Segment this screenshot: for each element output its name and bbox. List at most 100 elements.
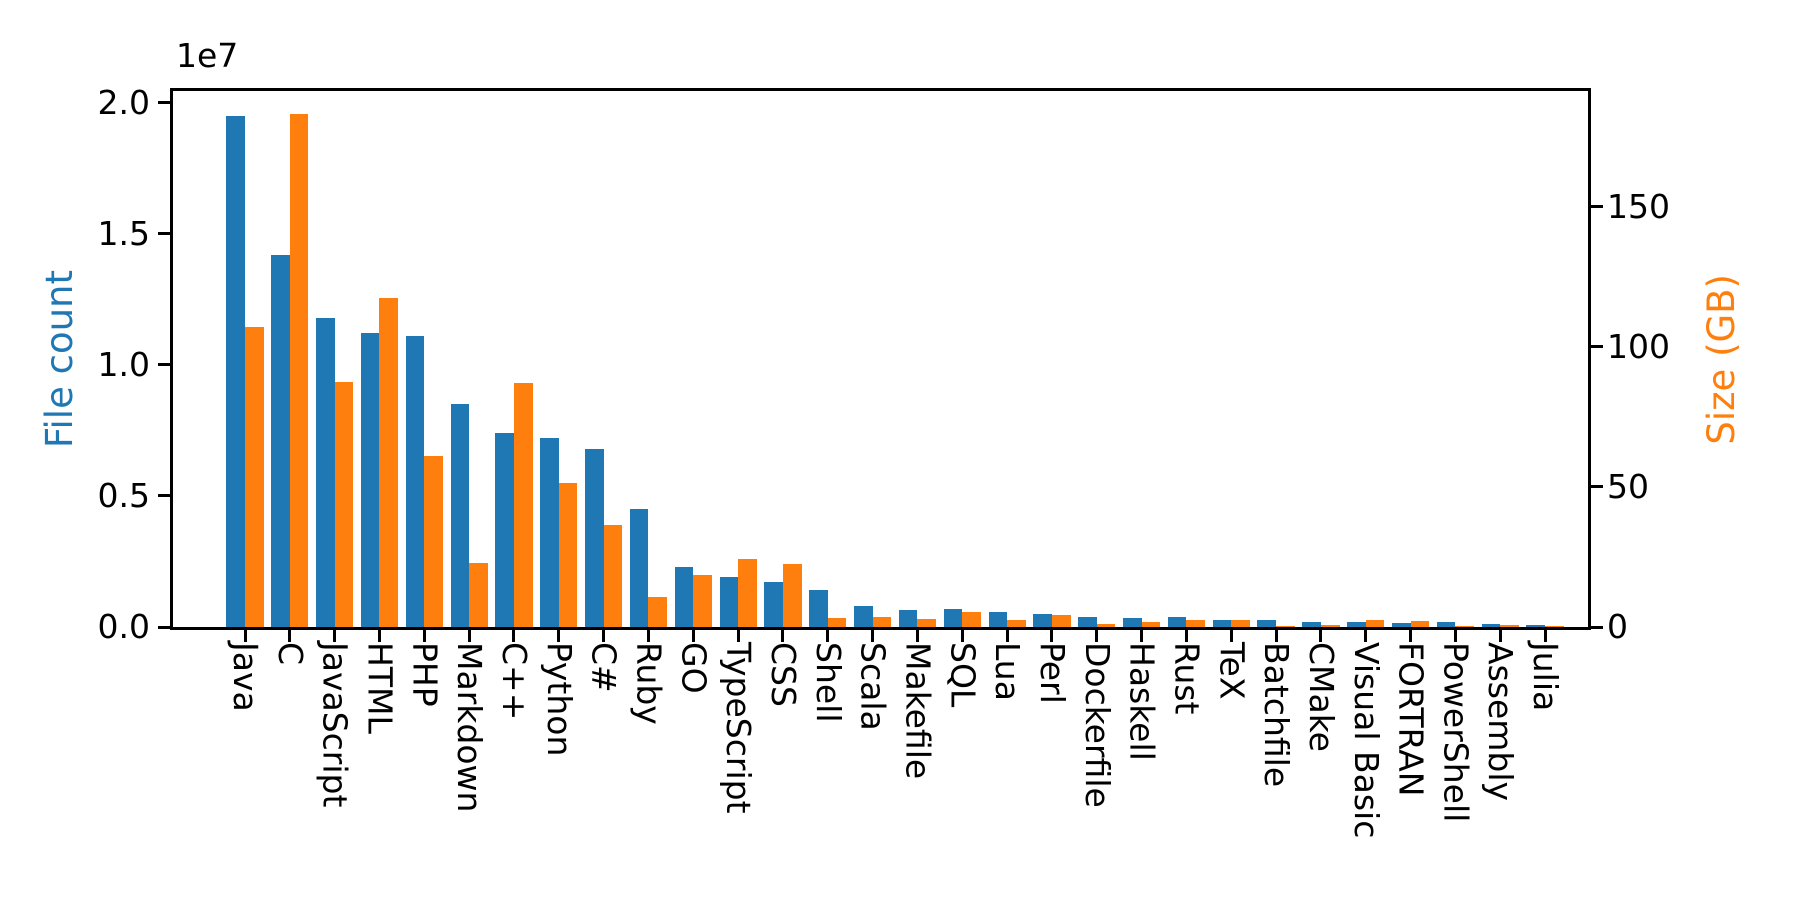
x-tick-label-CMake: CMake — [1301, 642, 1341, 752]
bar-size-gb-Scala — [872, 616, 892, 627]
right-y-tick-label: 150 — [1607, 186, 1670, 226]
x-tick-label-TeX: TeX — [1212, 642, 1252, 700]
left-y-tick-label: 0.5 — [97, 475, 150, 515]
x-tick-mark — [960, 630, 964, 642]
x-tick-mark — [781, 630, 785, 642]
bar-size-gb-Rust — [1186, 619, 1206, 627]
x-tick-label-Markdown: Markdown — [450, 642, 490, 813]
bottom-spine — [170, 627, 1591, 630]
bar-size-gb-Batchfile — [1276, 625, 1295, 627]
bar-file-count-Haskell — [1123, 617, 1142, 627]
x-tick-mark — [377, 630, 381, 642]
x-tick-label-Julia: Julia — [1526, 642, 1566, 712]
x-tick-mark — [467, 630, 471, 642]
bar-size-gb-TeX — [1231, 620, 1250, 627]
bar-size-gb-Java — [245, 327, 264, 627]
bar-file-count-Java — [226, 115, 245, 627]
bar-file-count-Perl — [1033, 613, 1052, 627]
x-tick-mark — [1095, 630, 1099, 642]
x-tick-label-Assembly: Assembly — [1481, 642, 1521, 802]
x-tick-mark — [1453, 630, 1457, 642]
bar-size-gb-Shell — [827, 618, 847, 627]
x-tick-label-Python: Python — [539, 642, 579, 757]
left-y-tick-label: 0.0 — [97, 607, 150, 646]
x-tick-mark — [557, 630, 561, 642]
x-tick-label-Visual Basic: Visual Basic — [1346, 642, 1386, 839]
bar-file-count-Scala — [854, 606, 873, 627]
x-tick-mark — [646, 630, 650, 642]
x-tick-mark — [1229, 630, 1233, 642]
x-tick-mark — [1184, 630, 1188, 642]
right-y-tick-label: 0 — [1607, 607, 1628, 646]
x-tick-label-Makefile: Makefile — [898, 642, 938, 780]
bar-size-gb-Dockerfile — [1096, 624, 1116, 627]
bar-file-count-Markdown — [450, 404, 470, 627]
bar-file-count-SQL — [943, 609, 963, 627]
bar-size-gb-Lua — [1007, 620, 1026, 627]
x-tick-label-Scala: Scala — [853, 642, 893, 731]
bar-file-count-Rust — [1167, 617, 1187, 627]
x-tick-label-Ruby: Ruby — [629, 642, 669, 725]
bar-size-gb-C++ — [513, 383, 533, 627]
x-tick-label-Dockerfile: Dockerfile — [1077, 642, 1117, 808]
bar-file-count-TeX — [1212, 619, 1232, 627]
x-tick-mark — [1005, 630, 1009, 642]
top-spine — [170, 88, 1591, 91]
bar-file-count-PowerShell — [1436, 622, 1456, 627]
x-tick-label-HTML: HTML — [360, 642, 400, 734]
x-tick-mark — [871, 630, 875, 642]
x-tick-label-Rust: Rust — [1167, 642, 1207, 715]
right-axis-title-box: Size (GB) — [1700, 91, 1743, 627]
x-tick-mark — [1498, 630, 1502, 642]
bar-file-count-JavaScript — [316, 317, 335, 627]
bar-size-gb-Python — [558, 482, 578, 627]
x-tick-mark — [333, 630, 337, 642]
right-spine — [1588, 88, 1591, 630]
bar-file-count-Shell — [809, 590, 828, 627]
bar-file-count-GO — [674, 566, 694, 627]
bar-size-gb-PowerShell — [1455, 625, 1474, 627]
x-tick-mark — [1543, 630, 1547, 642]
bar-size-gb-PHP — [424, 456, 443, 627]
x-tick-label-C: C — [270, 642, 310, 666]
bar-size-gb-Makefile — [917, 618, 937, 627]
x-tick-mark — [288, 630, 292, 642]
bar-size-gb-C# — [603, 524, 623, 627]
x-tick-mark — [915, 630, 919, 642]
bar-size-gb-CMake — [1320, 625, 1340, 627]
bar-size-gb-C — [289, 114, 309, 627]
bar-file-count-Makefile — [898, 609, 918, 627]
x-tick-label-CSS: CSS — [763, 642, 803, 707]
x-tick-mark — [1050, 630, 1054, 642]
bar-size-gb-Visual Basic — [1365, 620, 1385, 627]
y-axis-offset-text: 1e7 — [176, 36, 239, 75]
x-tick-mark — [691, 630, 695, 642]
bar-file-count-Ruby — [629, 509, 649, 627]
bar-size-gb-Perl — [1051, 614, 1071, 627]
x-tick-mark — [243, 630, 247, 642]
x-tick-label-PowerShell: PowerShell — [1436, 642, 1476, 823]
right-y-tick-mark — [1591, 625, 1603, 629]
bar-file-count-CSS — [764, 582, 783, 627]
bar-size-gb-Markdown — [469, 562, 488, 627]
x-tick-label-SQL: SQL — [943, 642, 983, 708]
x-tick-label-Lua: Lua — [988, 642, 1028, 701]
bar-size-gb-SQL — [962, 611, 981, 627]
x-tick-label-TypeScript: TypeScript — [719, 642, 759, 814]
bar-file-count-CMake — [1302, 621, 1321, 627]
bar-size-gb-Ruby — [648, 597, 668, 627]
x-tick-label-FORTRAN: FORTRAN — [1391, 642, 1431, 797]
bar-file-count-TypeScript — [719, 577, 739, 627]
x-tick-mark — [1409, 630, 1413, 642]
bar-size-gb-GO — [693, 574, 712, 627]
bar-size-gb-FORTRAN — [1410, 620, 1430, 627]
left-spine — [170, 88, 173, 630]
bar-file-count-C — [271, 254, 290, 627]
left-y-tick-mark — [158, 625, 170, 629]
bar-file-count-Visual Basic — [1347, 622, 1366, 627]
bar-file-count-Python — [540, 438, 559, 627]
x-tick-label-Batchfile: Batchfile — [1257, 642, 1297, 788]
x-tick-mark — [1364, 630, 1368, 642]
bar-file-count-Assembly — [1481, 624, 1501, 627]
